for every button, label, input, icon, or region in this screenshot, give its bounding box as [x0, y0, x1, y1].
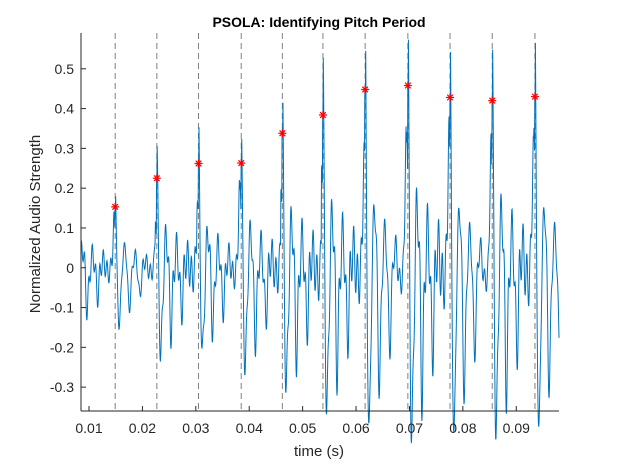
y-tick-label: -0.1: [50, 300, 74, 316]
axes: [80, 33, 559, 412]
x-tick-label: 0.01: [75, 420, 102, 436]
pitch-marker-9: [446, 93, 455, 102]
y-tick-label: 0.4: [55, 101, 75, 117]
chart-title: PSOLA: Identifying Pitch Period: [212, 14, 425, 30]
y-tick-label: 0.1: [55, 220, 75, 236]
y-tick-label: 0.2: [55, 180, 75, 196]
audio-signal-line: [80, 39, 560, 444]
x-tick-label: 0.07: [396, 420, 423, 436]
x-tick-label: 0.09: [503, 420, 530, 436]
pitch-marker-3: [194, 159, 203, 168]
pitch-marker-7: [361, 85, 370, 94]
pitch-marker-10: [488, 96, 497, 105]
pitch-markers: [111, 81, 539, 211]
pitch-marker-2: [152, 174, 161, 183]
y-tick-label: 0: [66, 260, 74, 276]
x-tick-label: 0.02: [129, 420, 156, 436]
x-tick-label: 0.06: [342, 420, 369, 436]
pitch-marker-11: [530, 92, 539, 101]
x-tick-label: 0.05: [289, 420, 316, 436]
pitch-marker-4: [237, 159, 246, 168]
pitch-marker-6: [318, 110, 327, 119]
ticks: 0.01 0.02 0.03 0.04 0.05 0.06 0.07 0.08 0.09 -0.3…: [50, 61, 530, 436]
x-tick-label: 0.03: [182, 420, 209, 436]
y-tick-label: 0.5: [55, 61, 75, 77]
pitch-marker-1: [111, 202, 120, 211]
pitch-marker-8: [403, 81, 412, 90]
x-axis-label: time (s): [294, 443, 344, 460]
pitch-marker-5: [278, 129, 287, 138]
x-tick-label: 0.04: [236, 420, 263, 436]
y-tick-label: 0.3: [55, 140, 75, 156]
y-axis-label: Normalized Audio Strength: [27, 135, 44, 313]
x-tick-label: 0.08: [449, 420, 476, 436]
y-tick-label: -0.2: [50, 339, 74, 355]
y-tick-label: -0.3: [50, 379, 74, 395]
